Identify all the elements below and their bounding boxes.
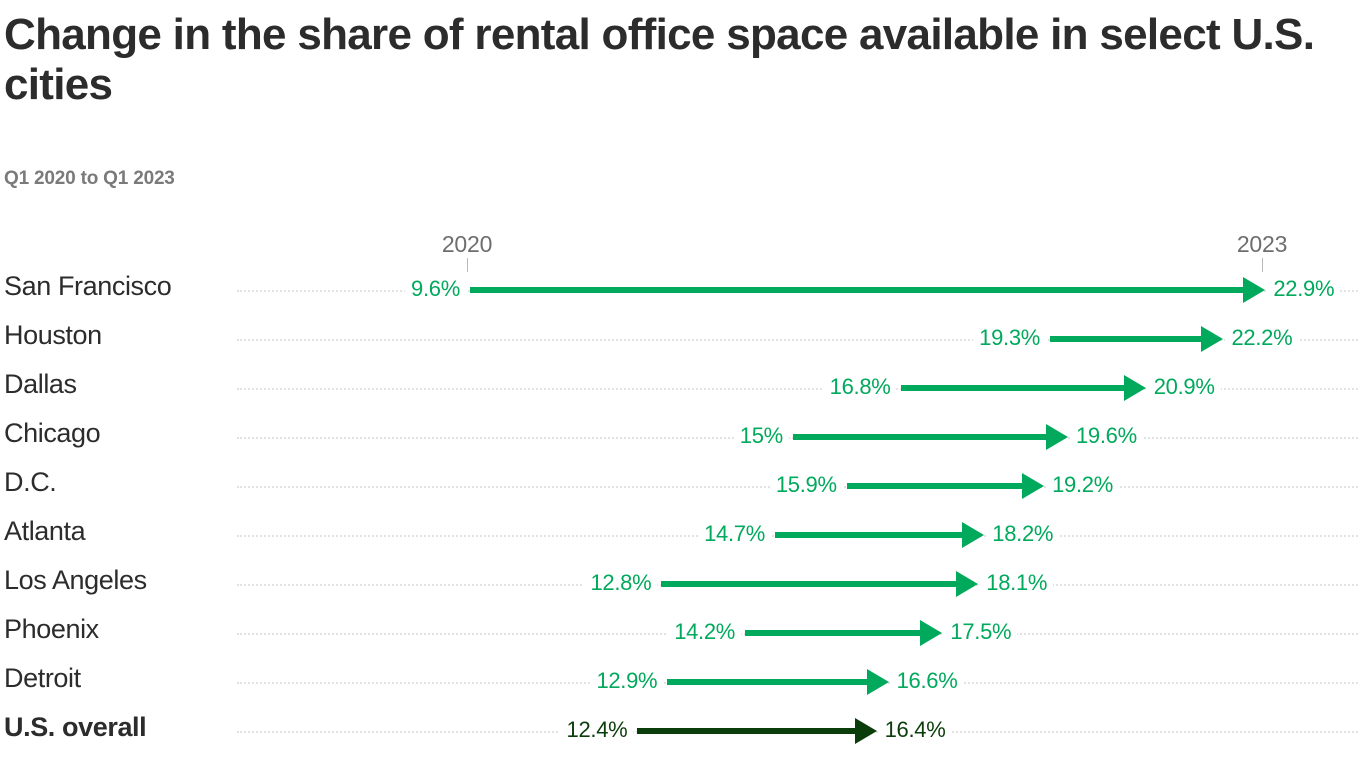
- row-end-value: 20.9%: [1147, 374, 1221, 400]
- row-start-value: 9.6%: [405, 276, 466, 302]
- change-arrow-head: [866, 669, 889, 695]
- change-arrow-head: [854, 718, 877, 744]
- change-arrow-head: [1022, 473, 1045, 499]
- change-arrow-shaft: [846, 483, 1023, 489]
- row-category-label: Chicago: [4, 418, 101, 448]
- change-arrow-shaft: [637, 728, 855, 734]
- row-start-value: 15%: [733, 423, 789, 449]
- row-category-label: Los Angeles: [4, 565, 147, 595]
- row-start-value: 14.7%: [698, 521, 771, 547]
- chart-row[interactable]: Phoenix 14.2% 17.5%: [0, 609, 1366, 658]
- row-end-value: 16.4%: [878, 717, 952, 743]
- row-category-label: U.S. overall: [4, 712, 147, 742]
- row-category-label: Atlanta: [4, 516, 86, 546]
- change-arrow-head: [962, 522, 985, 548]
- row-start-value: 15.9%: [769, 472, 843, 498]
- change-arrow-head: [1123, 375, 1146, 401]
- change-arrow-shaft: [470, 287, 1244, 293]
- row-end-value: 18.2%: [986, 521, 1060, 547]
- row-start-value: 12.9%: [590, 668, 664, 694]
- chart-subtitle: Q1 2020 to Q1 2023: [4, 168, 175, 189]
- change-arrow-head: [956, 571, 979, 597]
- row-start-value: 14.2%: [668, 619, 742, 645]
- row-start-value: 12.4%: [560, 717, 634, 743]
- row-end-value: 22.2%: [1225, 325, 1299, 351]
- row-gridline: [237, 388, 1358, 390]
- chart-row[interactable]: D.C. 15.9% 19.2%: [0, 462, 1366, 511]
- row-category-label: Phoenix: [4, 614, 99, 644]
- change-arrow-shaft: [661, 581, 957, 587]
- change-arrow-shaft: [667, 679, 867, 685]
- chart-row[interactable]: Houston 19.3% 22.2%: [0, 315, 1366, 364]
- row-start-value: 19.3%: [973, 325, 1047, 351]
- chart-row[interactable]: Detroit 12.9% 16.6%: [0, 658, 1366, 707]
- change-arrow-head: [920, 620, 943, 646]
- row-start-value: 16.8%: [823, 374, 897, 400]
- row-category-label: Houston: [4, 320, 102, 350]
- change-arrow-head: [1046, 424, 1068, 450]
- row-category-label: Detroit: [4, 663, 81, 693]
- page-title: Change in the share of rental office spa…: [4, 10, 1315, 110]
- chart-row[interactable]: Los Angeles 12.8% 18.1%: [0, 560, 1366, 609]
- row-end-value: 22.9%: [1267, 276, 1341, 302]
- chart-row[interactable]: Atlanta 14.7% 18.2%: [0, 511, 1366, 560]
- row-start-value: 12.8%: [584, 570, 658, 596]
- change-arrow-shaft: [792, 434, 1046, 440]
- chart-row[interactable]: San Francisco 9.6% 22.9%: [0, 266, 1366, 315]
- row-end-value: 19.2%: [1046, 472, 1119, 498]
- row-end-value: 19.6%: [1070, 423, 1143, 449]
- row-end-value: 16.6%: [890, 668, 964, 694]
- change-arrow-shaft: [774, 532, 963, 538]
- axis-tick-2020-mark: [467, 258, 468, 272]
- row-end-value: 17.5%: [944, 619, 1018, 645]
- change-arrow-shaft: [745, 630, 921, 636]
- row-end-value: 18.1%: [980, 570, 1054, 596]
- chart-row[interactable]: U.S. overall 12.4% 16.4%: [0, 707, 1366, 756]
- axis-tick-2020-label: 2020: [441, 231, 493, 257]
- change-arrow-head: [1243, 277, 1266, 303]
- row-category-label: San Francisco: [4, 271, 172, 301]
- row-category-label: Dallas: [4, 369, 77, 399]
- row-gridline: [237, 339, 1358, 341]
- change-arrow-head: [1201, 326, 1224, 352]
- change-arrow-shaft: [900, 385, 1124, 391]
- change-arrow-shaft: [1050, 336, 1202, 342]
- chart-row[interactable]: Dallas 16.8% 20.9%: [0, 364, 1366, 413]
- axis-tick-2023-label: 2023: [1236, 231, 1288, 257]
- chart-row[interactable]: Chicago 15% 19.6%: [0, 413, 1366, 462]
- axis-tick-2023-mark: [1262, 258, 1263, 272]
- row-category-label: D.C.: [4, 467, 57, 497]
